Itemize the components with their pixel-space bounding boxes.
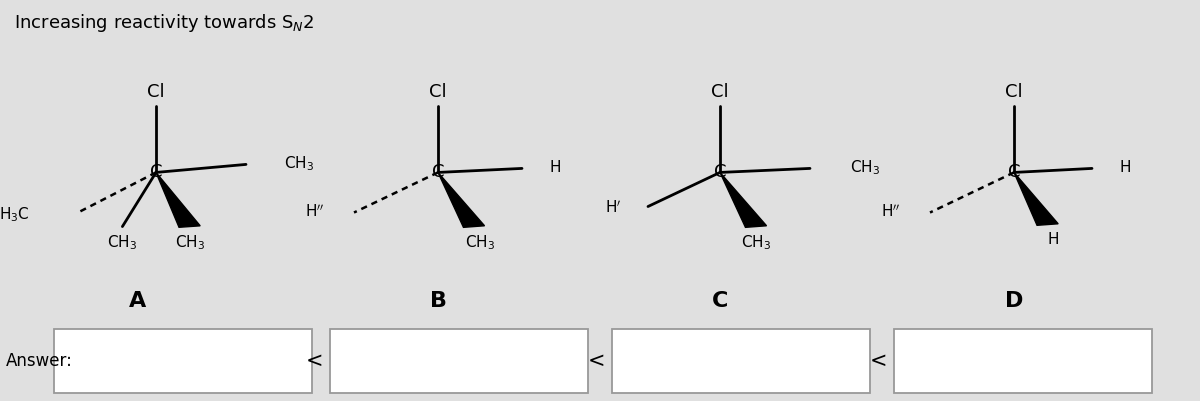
Text: CH$_3$: CH$_3$ xyxy=(464,233,496,252)
Text: CH$_3$: CH$_3$ xyxy=(850,158,880,177)
Text: CH$_3$: CH$_3$ xyxy=(174,233,205,252)
Polygon shape xyxy=(720,172,767,227)
Text: A: A xyxy=(130,291,146,311)
Text: H$^{\prime\prime}$: H$^{\prime\prime}$ xyxy=(305,203,324,220)
Text: Increasing reactivity towards S$_{N}$2: Increasing reactivity towards S$_{N}$2 xyxy=(14,12,316,34)
Text: C: C xyxy=(1008,164,1020,181)
Text: <: < xyxy=(588,351,605,371)
Text: CH$_3$: CH$_3$ xyxy=(107,233,138,252)
FancyBboxPatch shape xyxy=(54,329,312,393)
Text: D: D xyxy=(1004,291,1024,311)
Text: C: C xyxy=(150,164,162,181)
Text: <: < xyxy=(306,351,323,371)
FancyBboxPatch shape xyxy=(612,329,870,393)
Text: C: C xyxy=(712,291,728,311)
Text: Answer:: Answer: xyxy=(6,352,73,370)
Polygon shape xyxy=(438,172,485,227)
Polygon shape xyxy=(156,172,200,227)
Text: CH$_3$: CH$_3$ xyxy=(740,233,772,252)
Text: H: H xyxy=(1048,232,1060,247)
Text: B: B xyxy=(430,291,446,311)
Text: CH$_3$: CH$_3$ xyxy=(284,154,314,173)
Text: H: H xyxy=(1120,160,1132,175)
Text: Cl: Cl xyxy=(148,83,164,101)
FancyBboxPatch shape xyxy=(330,329,588,393)
Text: H$^{\prime\prime}$: H$^{\prime\prime}$ xyxy=(881,203,900,220)
Text: Cl: Cl xyxy=(430,83,446,101)
Polygon shape xyxy=(1014,172,1058,225)
Text: Cl: Cl xyxy=(712,83,728,101)
Text: H$_3$C: H$_3$C xyxy=(0,205,30,224)
FancyBboxPatch shape xyxy=(894,329,1152,393)
Text: Cl: Cl xyxy=(1006,83,1022,101)
Text: <: < xyxy=(870,351,887,371)
Text: H: H xyxy=(550,160,562,175)
Text: C: C xyxy=(432,164,444,181)
Text: C: C xyxy=(714,164,726,181)
Text: H$^{\prime}$: H$^{\prime}$ xyxy=(605,199,622,216)
